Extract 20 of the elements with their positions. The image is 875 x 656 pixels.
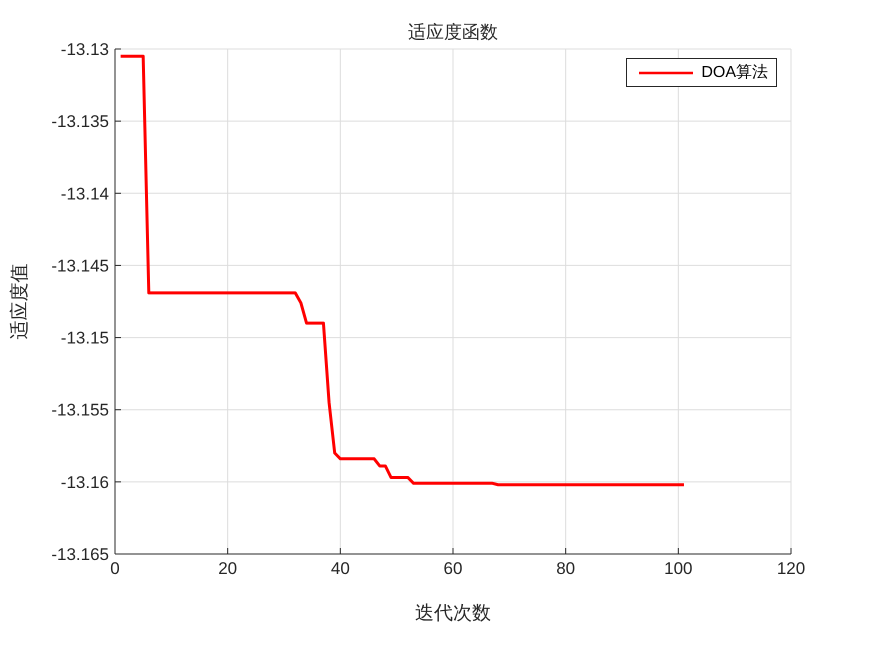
x-axis-title: 迭代次数 bbox=[415, 602, 491, 624]
chart-title: 适应度函数 bbox=[408, 22, 498, 43]
y-tick-label: -13.14 bbox=[60, 184, 109, 204]
x-tick-label: 120 bbox=[776, 559, 806, 578]
y-tick-label: -13.145 bbox=[51, 256, 109, 276]
y-tick-label: -13.13 bbox=[60, 40, 109, 60]
line-series bbox=[119, 54, 686, 486]
y-tick-label: -13.16 bbox=[60, 472, 109, 492]
x-tick-label: 80 bbox=[556, 559, 576, 578]
y-tick-label: -13.135 bbox=[51, 112, 109, 132]
x-tick-label: 100 bbox=[664, 559, 693, 578]
y-tick-label: -13.165 bbox=[51, 545, 109, 564]
x-tick-label: 40 bbox=[330, 559, 350, 578]
y-tick-label: -13.15 bbox=[60, 328, 109, 348]
y-axis-title: 适应度值 bbox=[8, 264, 31, 340]
x-tick-label: 0 bbox=[110, 559, 120, 578]
y-tick-label: -13.155 bbox=[51, 400, 109, 420]
legend-label: DOA算法 bbox=[701, 62, 768, 83]
x-tick-label: 60 bbox=[444, 559, 462, 578]
x-tick-label: 20 bbox=[218, 559, 238, 578]
